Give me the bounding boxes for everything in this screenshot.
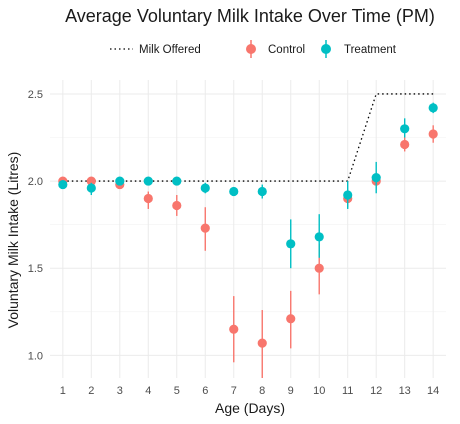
legend-treatment-swatch bbox=[321, 44, 331, 54]
treatment-point bbox=[343, 190, 353, 200]
control-point bbox=[172, 200, 182, 211]
control-point bbox=[143, 193, 153, 204]
control-point bbox=[428, 129, 438, 139]
x-tick-label: 14 bbox=[427, 385, 439, 397]
x-tick-label: 1 bbox=[60, 385, 66, 397]
control-point bbox=[257, 338, 267, 348]
treatment-point bbox=[257, 186, 267, 197]
y-tick-label: 1.0 bbox=[28, 350, 43, 362]
legend-control-swatch bbox=[246, 44, 256, 54]
grid bbox=[50, 80, 446, 378]
x-tick-label: 5 bbox=[174, 385, 180, 397]
milk-offered-series bbox=[62, 93, 434, 182]
data-points bbox=[58, 102, 438, 378]
legend-control-label: Control bbox=[268, 44, 305, 56]
x-tick-label: 9 bbox=[288, 385, 294, 397]
x-tick-label: 13 bbox=[399, 385, 411, 397]
chart-title: Average Voluntary Milk Intake Over Time … bbox=[65, 6, 435, 26]
control-point bbox=[229, 324, 239, 334]
x-tick-label: 3 bbox=[117, 385, 123, 397]
x-tick-label: 4 bbox=[145, 385, 151, 397]
y-axis: 1.0 1.5 2.0 2.5 bbox=[28, 89, 43, 362]
control-point bbox=[400, 139, 410, 150]
legend-treatment-label: Treatment bbox=[344, 44, 397, 56]
x-axis: 1 2 3 4 5 6 7 8 9 10 11 12 13 14 bbox=[60, 385, 440, 397]
legend: Milk Offered Control Treatment bbox=[110, 40, 397, 58]
treatment-point bbox=[400, 124, 410, 134]
treatment-point bbox=[115, 176, 125, 186]
y-tick-label: 2.0 bbox=[28, 176, 43, 188]
treatment-point bbox=[200, 183, 210, 193]
control-series bbox=[58, 125, 438, 378]
treatment-point bbox=[371, 172, 381, 183]
y-axis-title: Voluntary Milk Intake (Litres) bbox=[5, 152, 21, 329]
treatment-series bbox=[58, 102, 438, 269]
y-tick-label: 2.5 bbox=[28, 89, 43, 101]
control-point bbox=[286, 314, 296, 324]
milk-offered-line bbox=[62, 93, 434, 182]
y-tick-label: 1.5 bbox=[28, 263, 43, 275]
treatment-point bbox=[86, 183, 96, 193]
treatment-point bbox=[314, 232, 324, 242]
treatment-point bbox=[428, 103, 438, 113]
x-axis-title: Age (Days) bbox=[215, 400, 285, 416]
x-tick-label: 8 bbox=[259, 385, 265, 397]
plot-area: 1.01.52.02.5 1 2 3 4 5 6 7 8 9 10 11 12 13 14 bbox=[28, 80, 446, 397]
x-tick-label: 12 bbox=[370, 385, 382, 397]
x-tick-label: 11 bbox=[342, 385, 353, 397]
x-tick-label: 7 bbox=[231, 385, 237, 397]
treatment-point bbox=[143, 176, 153, 186]
x-tick-label: 2 bbox=[88, 385, 94, 397]
x-tick-label: 10 bbox=[313, 385, 325, 397]
x-tick-label: 6 bbox=[202, 385, 208, 397]
control-point bbox=[314, 263, 324, 273]
treatment-point bbox=[286, 239, 296, 249]
treatment-point bbox=[229, 186, 239, 197]
control-point bbox=[200, 223, 210, 233]
control-point bbox=[86, 176, 96, 186]
legend-milk-offered-label: Milk Offered bbox=[139, 44, 201, 56]
treatment-point bbox=[172, 176, 182, 186]
treatment-point bbox=[58, 179, 68, 190]
